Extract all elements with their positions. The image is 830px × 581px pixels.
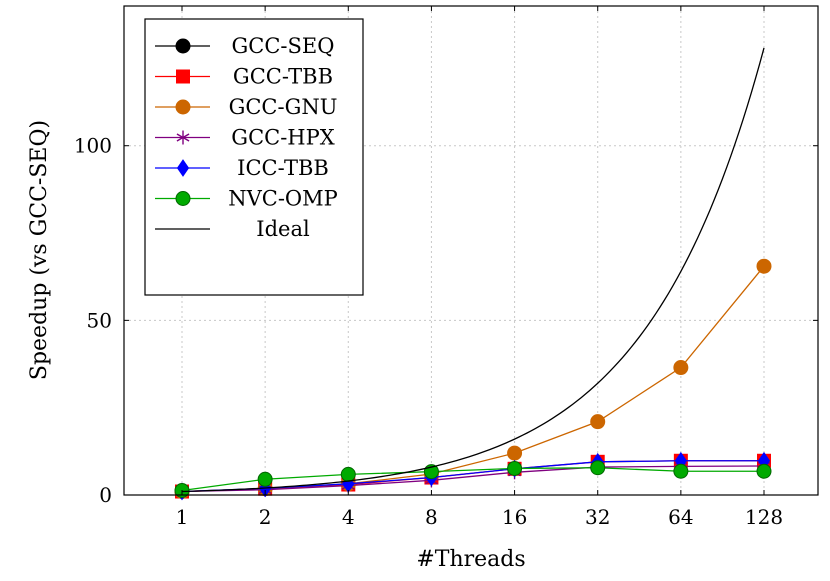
legend-label-nvc-omp: NVC-OMP (228, 187, 338, 211)
x-tick-label: 128 (745, 505, 783, 529)
point-nvc-omp (590, 460, 606, 476)
x-tick-label: 8 (425, 505, 438, 529)
legend-box (144, 18, 364, 296)
legend-marker-icc-tbb (176, 159, 190, 177)
x-tick-label: 2 (259, 505, 272, 529)
legend-label-ideal: Ideal (256, 217, 310, 241)
x-tick-label: 1 (176, 505, 189, 529)
x-tick-label: 32 (585, 505, 610, 529)
legend-entry-gcc-hpx: GCC-HPX (155, 126, 335, 150)
y-tick-label: 0 (99, 483, 112, 507)
series-line-gcc-hpx (181, 465, 765, 493)
x-tick-label: 64 (668, 505, 693, 529)
legend-label-icc-tbb: ICC-TBB (237, 156, 329, 180)
series-ideal (181, 47, 765, 493)
legend-label-gcc-hpx: GCC-HPX (231, 126, 334, 150)
legend-entry-gcc-gnu: GCC-GNU (155, 95, 337, 119)
y-tick-label: 50 (87, 308, 112, 332)
legend-marker-nvc-omp (175, 191, 191, 206)
legend-marker-gcc-tbb (176, 69, 190, 84)
point-nvc-omp (257, 471, 273, 487)
point-nvc-omp (507, 460, 523, 476)
legend-entry-icc-tbb: ICC-TBB (155, 156, 329, 180)
point-gcc-gnu (590, 414, 606, 430)
legend-marker-gcc-hpx (176, 130, 190, 145)
star-stroke (176, 133, 190, 142)
legend-label-gcc-seq: GCC-SEQ (232, 34, 335, 58)
legend-label-gcc-gnu: GCC-GNU (229, 95, 338, 119)
legend-label-gcc-tbb: GCC-TBB (233, 65, 333, 89)
legend-entry-gcc-tbb: GCC-TBB (155, 65, 333, 89)
point-nvc-omp (673, 463, 689, 479)
series-line-ideal (181, 47, 765, 493)
x-tick-label: 16 (502, 505, 527, 529)
point-gcc-gnu (673, 360, 689, 376)
point-nvc-omp (340, 466, 356, 482)
legend: GCC-SEQ GCC-TBB GCC-GNU GCC-HPX ICC-TBB NVC-O… (144, 18, 364, 296)
x-axis-title: #Threads (416, 547, 525, 572)
legend-marker-gcc-gnu (175, 99, 191, 115)
x-tick-label: 4 (342, 505, 355, 529)
legend-entry-ideal: Ideal (155, 217, 310, 241)
point-gcc-gnu (756, 258, 772, 274)
series-line-nvc-omp (181, 467, 764, 492)
point-gcc-gnu (507, 445, 523, 461)
y-tick-label: 100 (74, 134, 112, 158)
point-nvc-omp (756, 463, 772, 479)
plot-frame (123, 5, 819, 496)
legend-marker-gcc-seq (175, 38, 191, 54)
y-axis-title: Speedup (vs GCC-SEQ) (27, 120, 52, 380)
series-nvc-omp (174, 460, 772, 498)
axis-ticks: 1 2 4 8 16 32 64 128 0 50 100 (74, 6, 818, 529)
legend-entry-nvc-omp: NVC-OMP (155, 187, 338, 211)
legend-entry-gcc-seq: GCC-SEQ (155, 34, 334, 58)
